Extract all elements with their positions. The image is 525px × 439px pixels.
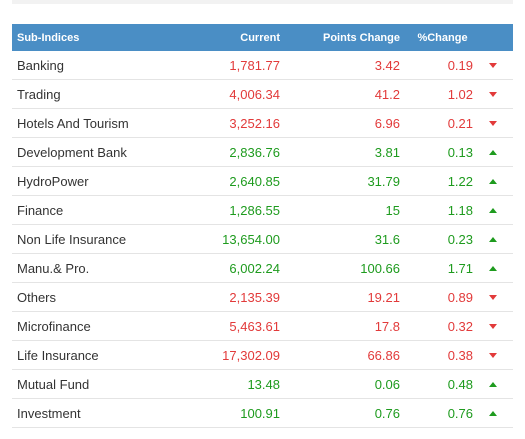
current-value: 17,302.09 [222, 347, 280, 363]
points-change-value: 0.76 [374, 405, 400, 421]
pct-change-value: 1.22 [447, 173, 473, 189]
table-body: Banking 1,781.77 3.42 0.19 Trading 4,006.34 41… [12, 51, 513, 428]
table-row[interactable]: Investment 100.91 0.76 0.76 [12, 399, 513, 428]
current-value: 13.48 [247, 376, 280, 392]
points-change-value: 19.21 [367, 289, 400, 305]
triangle-up-icon [489, 236, 497, 242]
points-change-value: 41.2 [374, 86, 400, 102]
header-pct-change[interactable]: %Change [417, 31, 468, 44]
trend-indicator [473, 323, 513, 329]
current-value: 13,654.00 [222, 231, 280, 247]
sub-index-name[interactable]: Banking [17, 57, 64, 73]
points-change-value: 31.6 [374, 231, 400, 247]
triangle-down-icon [489, 323, 497, 329]
trend-indicator [473, 62, 513, 68]
pct-change-value: 0.19 [447, 57, 473, 73]
current-value: 6,002.24 [229, 260, 280, 276]
pct-change-value: 1.18 [447, 202, 473, 218]
pct-change-value: 0.21 [447, 115, 473, 131]
trend-indicator [473, 410, 513, 416]
current-value: 2,836.76 [229, 144, 280, 160]
sub-index-name[interactable]: Manu.& Pro. [17, 260, 90, 276]
points-change-value: 6.96 [374, 115, 400, 131]
sub-index-name[interactable]: Trading [17, 86, 61, 102]
table-row[interactable]: Development Bank 2,836.76 3.81 0.13 [12, 138, 513, 167]
points-change-value: 66.86 [367, 347, 400, 363]
trend-indicator [473, 236, 513, 242]
triangle-down-icon [489, 120, 497, 126]
pct-change-value: 0.89 [447, 289, 473, 305]
points-change-value: 31.79 [367, 173, 400, 189]
current-value: 1,781.77 [229, 57, 280, 73]
current-value: 2,135.39 [229, 289, 280, 305]
table-row[interactable]: Microfinance 5,463.61 17.8 0.32 [12, 312, 513, 341]
triangle-up-icon [489, 149, 497, 155]
header-sub-indices[interactable]: Sub-Indices [17, 31, 80, 44]
pct-change-value: 0.38 [447, 347, 473, 363]
trend-indicator [473, 381, 513, 387]
current-value: 2,640.85 [229, 173, 280, 189]
trend-indicator [473, 207, 513, 213]
points-change-value: 15 [385, 202, 400, 218]
table-row[interactable]: Banking 1,781.77 3.42 0.19 [12, 51, 513, 80]
pct-change-value: 0.32 [447, 318, 473, 334]
triangle-up-icon [489, 381, 497, 387]
sub-index-name[interactable]: Others [17, 289, 57, 305]
current-value: 3,252.16 [229, 115, 280, 131]
table-row[interactable]: Non Life Insurance 13,654.00 31.6 0.23 [12, 225, 513, 254]
triangle-up-icon [489, 265, 497, 271]
table-header: Sub-Indices Current Points Change %Chang… [12, 24, 513, 51]
table-row[interactable]: Mutual Fund 13.48 0.06 0.48 [12, 370, 513, 399]
table-row[interactable]: Life Insurance 17,302.09 66.86 0.38 [12, 341, 513, 370]
table-row[interactable]: Trading 4,006.34 41.2 1.02 [12, 80, 513, 109]
sub-indices-table: Sub-Indices Current Points Change %Chang… [12, 24, 513, 428]
pct-change-value: 0.48 [447, 376, 473, 392]
triangle-down-icon [489, 91, 497, 97]
points-change-value: 100.66 [360, 260, 400, 276]
header-current[interactable]: Current [240, 31, 280, 44]
pct-change-value: 0.13 [447, 144, 473, 160]
trend-indicator [473, 178, 513, 184]
header-points-change[interactable]: Points Change [322, 31, 400, 44]
trend-indicator [473, 91, 513, 97]
triangle-up-icon [489, 178, 497, 184]
sub-index-name[interactable]: Investment [17, 405, 81, 421]
sub-index-name[interactable]: HydroPower [17, 173, 89, 189]
pct-change-value: 1.02 [447, 86, 473, 102]
pct-change-value: 1.71 [447, 260, 473, 276]
trend-indicator [473, 149, 513, 155]
sub-index-name[interactable]: Mutual Fund [17, 376, 90, 392]
current-value: 100.91 [240, 405, 280, 421]
table-row[interactable]: Hotels And Tourism 3,252.16 6.96 0.21 [12, 109, 513, 138]
points-change-value: 3.81 [374, 144, 400, 160]
triangle-down-icon [489, 294, 497, 300]
trend-indicator [473, 120, 513, 126]
top-strip [12, 0, 513, 4]
sub-index-name[interactable]: Hotels And Tourism [17, 115, 129, 131]
pct-change-value: 0.23 [447, 231, 473, 247]
current-value: 4,006.34 [229, 86, 280, 102]
pct-change-value: 0.76 [447, 405, 473, 421]
trend-indicator [473, 265, 513, 271]
points-change-value: 0.06 [374, 376, 400, 392]
points-change-value: 3.42 [374, 57, 400, 73]
current-value: 1,286.55 [229, 202, 280, 218]
triangle-up-icon [489, 207, 497, 213]
triangle-up-icon [489, 410, 497, 416]
sub-index-name[interactable]: Non Life Insurance [17, 231, 127, 247]
table-row[interactable]: HydroPower 2,640.85 31.79 1.22 [12, 167, 513, 196]
triangle-down-icon [489, 62, 497, 68]
sub-index-name[interactable]: Development Bank [17, 144, 127, 160]
trend-indicator [473, 352, 513, 358]
sub-index-name[interactable]: Finance [17, 202, 64, 218]
current-value: 5,463.61 [229, 318, 280, 334]
trend-indicator [473, 294, 513, 300]
table-row[interactable]: Finance 1,286.55 15 1.18 [12, 196, 513, 225]
table-row[interactable]: Others 2,135.39 19.21 0.89 [12, 283, 513, 312]
triangle-down-icon [489, 352, 497, 358]
sub-index-name[interactable]: Microfinance [17, 318, 91, 334]
points-change-value: 17.8 [374, 318, 400, 334]
sub-index-name[interactable]: Life Insurance [17, 347, 99, 363]
table-row[interactable]: Manu.& Pro. 6,002.24 100.66 1.71 [12, 254, 513, 283]
